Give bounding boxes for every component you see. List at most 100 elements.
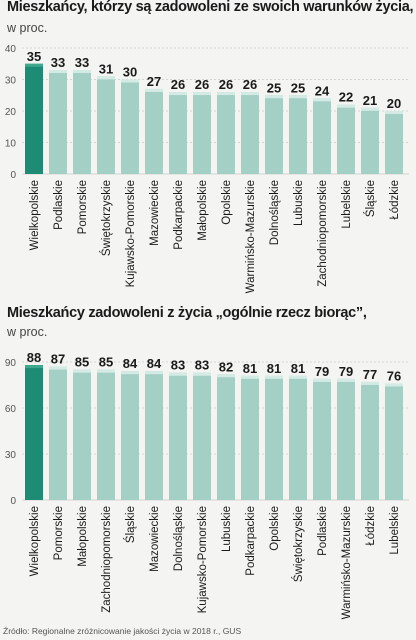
- category-label: Lubelskie: [389, 506, 401, 555]
- bar-cap: [25, 63, 43, 67]
- bar-cap: [193, 372, 211, 376]
- data-label: 88: [27, 350, 41, 365]
- data-label: 84: [123, 356, 138, 371]
- bar: [241, 375, 259, 500]
- bar: [337, 378, 355, 500]
- bar: [361, 107, 379, 174]
- category-label: Zachodniopomorskie: [317, 180, 329, 287]
- bar: [73, 369, 91, 500]
- chart1-title: Mieszkańcy, którzy są zadowoleni ze swoi…: [7, 0, 414, 15]
- bar: [25, 365, 43, 500]
- category-label: Warmińsko-Mazurskie: [341, 506, 353, 619]
- data-label: 35: [27, 49, 41, 64]
- data-label: 31: [99, 61, 113, 76]
- data-label: 26: [195, 77, 209, 92]
- bar: [73, 70, 91, 174]
- category-label: Wielkopolskie: [29, 180, 41, 250]
- category-label: Kujawsko-Pomorskie: [125, 180, 137, 287]
- bar-cap: [289, 95, 307, 99]
- bar-cap: [73, 369, 91, 373]
- category-label: Dolnośląskie: [173, 506, 185, 571]
- data-label: 79: [339, 364, 353, 379]
- bar: [289, 375, 307, 500]
- category-label: Wielkopolskie: [29, 506, 41, 576]
- y-tick-label: 90: [5, 358, 17, 369]
- data-label: 83: [171, 358, 185, 373]
- data-label: 77: [363, 367, 377, 382]
- bar-cap: [25, 365, 43, 369]
- bar: [241, 92, 259, 174]
- bar: [313, 98, 331, 174]
- category-label: Podlaskie: [317, 506, 329, 556]
- category-label: Mazowieckie: [149, 506, 161, 572]
- bar-cap: [97, 76, 115, 80]
- bar: [49, 70, 67, 174]
- category-label: Warmińsko-Mazurskie: [245, 180, 257, 293]
- bar-cap: [217, 92, 235, 96]
- bar: [121, 371, 139, 500]
- bar-cap: [385, 383, 403, 387]
- bar: [385, 111, 403, 174]
- category-label: Łódzkie: [365, 506, 377, 546]
- data-label: 22: [339, 90, 353, 105]
- bar-cap: [385, 111, 403, 114]
- data-label: 33: [75, 55, 89, 70]
- bar: [169, 372, 187, 500]
- data-label: 84: [147, 356, 162, 371]
- bar: [313, 378, 331, 500]
- bar-cap: [145, 88, 163, 92]
- data-label: 81: [243, 361, 257, 376]
- bar: [217, 92, 235, 174]
- bar: [193, 92, 211, 174]
- bar: [97, 76, 115, 174]
- data-label: 83: [195, 358, 209, 373]
- bar-cap: [73, 70, 91, 74]
- data-label: 26: [171, 77, 185, 92]
- y-tick-label: 10: [5, 139, 17, 150]
- category-label: Śląskie: [364, 180, 377, 217]
- bar-cap: [121, 371, 139, 375]
- bar-cap: [169, 92, 187, 96]
- category-label: Świętokrzyskie: [100, 180, 113, 256]
- category-label: Podkarpackie: [245, 506, 257, 576]
- bar-cap: [49, 70, 67, 74]
- bar-cap: [337, 378, 355, 382]
- bar: [337, 104, 355, 174]
- bar: [25, 63, 43, 174]
- bar-cap: [313, 98, 331, 102]
- bar: [385, 383, 403, 500]
- bar: [169, 92, 187, 174]
- data-label: 85: [75, 355, 89, 370]
- bar: [97, 369, 115, 500]
- bar-cap: [193, 92, 211, 96]
- bar-cap: [241, 92, 259, 96]
- chart1-subtitle: w proc.: [7, 21, 48, 35]
- category-label: Małopolskie: [197, 180, 209, 241]
- data-label: 33: [51, 55, 65, 70]
- category-label: Podkarpackie: [173, 180, 185, 250]
- bar-cap: [121, 79, 139, 83]
- category-label: Opolskie: [269, 506, 281, 551]
- bar: [193, 372, 211, 500]
- bar-cap: [265, 95, 283, 99]
- category-label: Świętokrzyskie: [292, 506, 305, 582]
- data-label: 85: [99, 355, 113, 370]
- bar: [289, 95, 307, 174]
- data-label: 24: [315, 83, 330, 98]
- data-label: 26: [219, 77, 233, 92]
- data-label: 76: [387, 368, 401, 383]
- y-tick-label: 40: [5, 44, 17, 55]
- data-label: 81: [291, 361, 305, 376]
- bar-cap: [361, 381, 379, 385]
- source-note: Źródło: Regionalne zróżnicowanie jakości…: [3, 626, 242, 636]
- category-label: Małopolskie: [77, 506, 89, 567]
- bar-cap: [49, 366, 67, 370]
- y-tick-label: 30: [5, 450, 17, 461]
- bar-cap: [145, 371, 163, 375]
- category-label: Podlaskie: [53, 180, 65, 230]
- data-label: 25: [267, 80, 281, 95]
- data-label: 87: [51, 352, 65, 367]
- bar: [265, 375, 283, 500]
- chart1-bar-chart: 0 10 20 30 40 35 Wielkopolskie 33 Podlaskie 33 Pom…: [5, 44, 409, 293]
- category-label: Mazowieckie: [149, 180, 161, 246]
